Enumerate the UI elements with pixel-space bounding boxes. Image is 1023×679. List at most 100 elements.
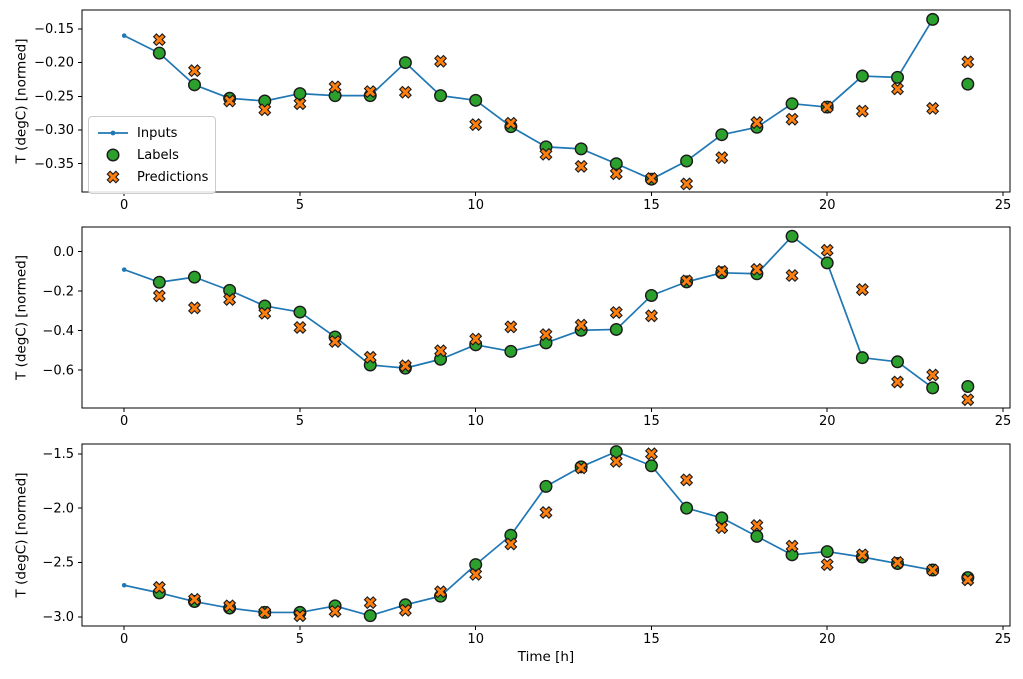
predictions-marker bbox=[961, 393, 975, 407]
y-tick-label: −0.15 bbox=[34, 22, 74, 37]
predictions-marker bbox=[434, 585, 448, 599]
labels-marker bbox=[152, 275, 166, 289]
y-tick-label: −0.2 bbox=[42, 284, 74, 299]
predictions-marker bbox=[574, 159, 588, 173]
inputs-dot bbox=[121, 582, 127, 588]
predictions-marker bbox=[680, 274, 694, 288]
predictions-marker bbox=[891, 82, 905, 96]
x-tick-label: 20 bbox=[819, 414, 836, 429]
predictions-marker bbox=[258, 605, 272, 619]
predictions-marker bbox=[680, 177, 694, 191]
x-tick-label: 20 bbox=[819, 198, 836, 213]
legend: Inputs Labels Predictions bbox=[88, 116, 216, 194]
labels-marker bbox=[609, 445, 623, 459]
labels-marker bbox=[820, 256, 834, 270]
inputs-line bbox=[123, 450, 934, 617]
predictions-marker bbox=[926, 101, 940, 115]
predictions-marker bbox=[469, 118, 483, 132]
labels-marker bbox=[855, 351, 869, 365]
predictions-marker bbox=[926, 563, 940, 577]
predictions-marker bbox=[820, 243, 834, 257]
labels-marker bbox=[187, 78, 201, 92]
y-tick-label: −0.6 bbox=[42, 363, 74, 378]
labels-marker bbox=[926, 381, 940, 395]
predictions-marker bbox=[891, 555, 905, 569]
labels-marker bbox=[187, 270, 201, 284]
labels-marker bbox=[891, 355, 905, 369]
inputs-line bbox=[123, 18, 934, 181]
labels-marker bbox=[891, 70, 905, 84]
labels-marker bbox=[644, 288, 658, 302]
x-tick-label: 15 bbox=[643, 414, 660, 429]
legend-item-predictions: Predictions bbox=[97, 166, 208, 188]
x-tick-label: 25 bbox=[995, 198, 1012, 213]
predictions-marker bbox=[469, 332, 483, 346]
legend-item-inputs: Inputs bbox=[97, 122, 207, 144]
x-tick-label: 5 bbox=[296, 414, 304, 429]
predictions-marker bbox=[609, 167, 623, 181]
labels-marker bbox=[609, 157, 623, 171]
labels-marker bbox=[680, 501, 694, 515]
predictions-marker bbox=[328, 334, 342, 348]
y-tick-label: −2.0 bbox=[42, 501, 74, 516]
y-tick-label: 0.0 bbox=[53, 245, 74, 260]
x-tick-label: 15 bbox=[643, 198, 660, 213]
x-tick-label: 10 bbox=[467, 198, 484, 213]
labels-marker bbox=[434, 89, 448, 103]
x-tick-label: 15 bbox=[643, 632, 660, 647]
inputs-line bbox=[123, 235, 934, 389]
labels-marker bbox=[785, 97, 799, 111]
labels-circle-icon bbox=[106, 148, 120, 162]
predictions-marker bbox=[926, 368, 940, 382]
y-tick-label: −0.4 bbox=[42, 324, 74, 339]
x-tick-label: 5 bbox=[296, 198, 304, 213]
labels-marker bbox=[504, 344, 518, 358]
labels-marker bbox=[469, 558, 483, 572]
labels-marker bbox=[574, 142, 588, 156]
predictions-marker bbox=[293, 97, 307, 111]
labels-marker bbox=[855, 69, 869, 83]
x-tick-label: 10 bbox=[467, 632, 484, 647]
predictions-marker bbox=[644, 309, 658, 323]
predictions-x-icon bbox=[106, 170, 120, 184]
inputs-dot bbox=[121, 267, 127, 272]
predictions-marker bbox=[398, 359, 412, 373]
predictions-marker bbox=[961, 55, 975, 69]
labels-marker bbox=[469, 93, 483, 107]
x-tick-label: 0 bbox=[120, 198, 128, 213]
inputs-line-icon bbox=[98, 130, 128, 136]
predictions-marker bbox=[363, 596, 377, 610]
predictions-marker bbox=[539, 505, 553, 519]
predictions-marker bbox=[504, 320, 518, 334]
labels-marker bbox=[539, 479, 553, 493]
y-tick-label: −0.30 bbox=[34, 123, 74, 138]
subplot-2: 0.0 −0.2 −0.4 −0.6 0 5 10 15 20 25 T (degC) [norme… bbox=[13, 226, 1011, 429]
predictions-marker bbox=[223, 599, 237, 613]
legend-item-labels: Labels bbox=[97, 144, 207, 166]
axes-frame bbox=[81, 9, 1011, 193]
predictions-marker bbox=[434, 54, 448, 68]
labels-marker bbox=[715, 128, 729, 142]
labels-marker bbox=[961, 379, 975, 393]
predictions-marker bbox=[258, 306, 272, 320]
x-tick-label: 5 bbox=[296, 632, 304, 647]
y-axis-label: T (degC) [normed] bbox=[13, 255, 29, 381]
predictions-marker bbox=[574, 318, 588, 332]
y-axis-label: T (degC) [normed] bbox=[13, 473, 29, 599]
labels-marker bbox=[820, 545, 834, 559]
predictions-marker bbox=[609, 454, 623, 468]
y-axis-label: T (degC) [normed] bbox=[13, 39, 29, 165]
predictions-marker bbox=[363, 85, 377, 99]
predictions-marker bbox=[750, 116, 764, 130]
predictions-marker bbox=[750, 518, 764, 532]
y-tick-label: −0.20 bbox=[34, 56, 74, 71]
labels-marker bbox=[961, 77, 975, 91]
y-tick-label: −0.35 bbox=[34, 157, 74, 172]
predictions-marker bbox=[750, 262, 764, 276]
labels-marker bbox=[363, 609, 377, 623]
predictions-marker bbox=[152, 580, 166, 594]
predictions-marker bbox=[609, 305, 623, 319]
labels-marker bbox=[609, 322, 623, 336]
